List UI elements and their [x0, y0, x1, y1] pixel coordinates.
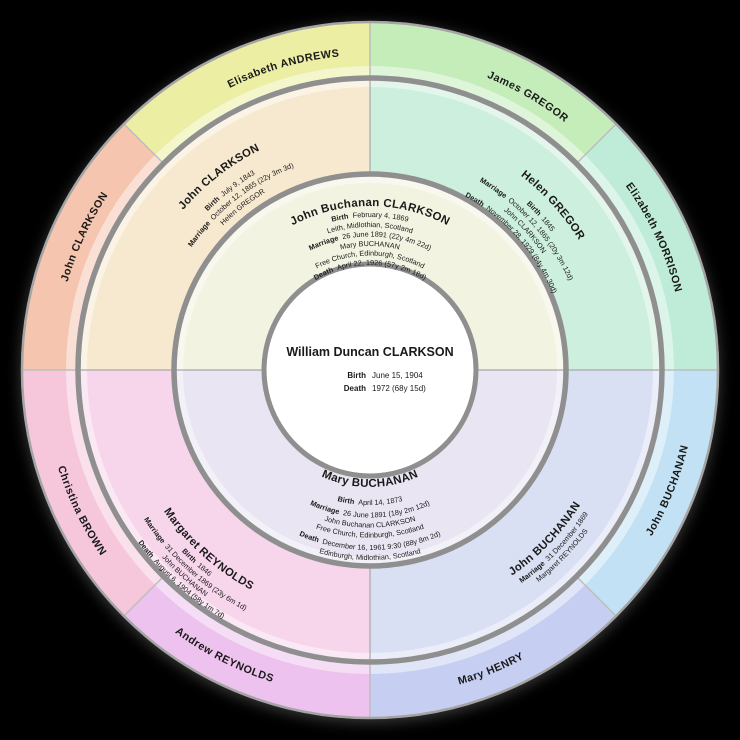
outer-rim [20, 20, 720, 720]
segment-gen3-top-left-rim [155, 66, 370, 164]
segment-gen3-bottom-left-rim [155, 576, 370, 674]
center-event-value: 1972 (68y 15d) [372, 384, 426, 393]
center-person-name: William Duncan CLARKSON [286, 345, 453, 359]
segment-gen2-top-right[interactable] [370, 78, 662, 370]
divider-line [575, 575, 618, 618]
ring-separator [171, 171, 569, 569]
segment-gen3-top-right-rim [370, 66, 585, 164]
ring-separator [75, 75, 665, 665]
fan-chart-wheel: William Duncan CLARKSON Birth June 15, 190… [20, 20, 720, 720]
divider-line [122, 575, 165, 618]
gen1-event-line: Mary BUCHANAN [339, 239, 401, 251]
center-event-label: Death [344, 384, 366, 393]
segment-gen1-bottom[interactable] [174, 370, 566, 566]
segment-gen2-bottom-right[interactable] [370, 370, 662, 662]
ring-separator [261, 261, 479, 479]
segment-gen2-bottom-left[interactable] [78, 370, 370, 662]
divider-line [122, 122, 165, 165]
segment-gen3-bottom-right-rim [370, 576, 585, 674]
segment-gen2-top-left[interactable] [78, 78, 370, 370]
center-event-value: June 15, 1904 [372, 371, 423, 380]
center-disc[interactable] [266, 266, 474, 474]
center-event-label: Birth [347, 371, 366, 380]
segment-gen3-left-upper-rim [66, 155, 164, 370]
segment-gen3-right-lower-rim [576, 370, 674, 585]
divider-line [575, 122, 618, 165]
segment-gen3-left-lower-rim [66, 370, 164, 585]
segment-gen3-right-upper-rim [576, 155, 674, 370]
segment-gen1-top[interactable] [174, 174, 566, 370]
